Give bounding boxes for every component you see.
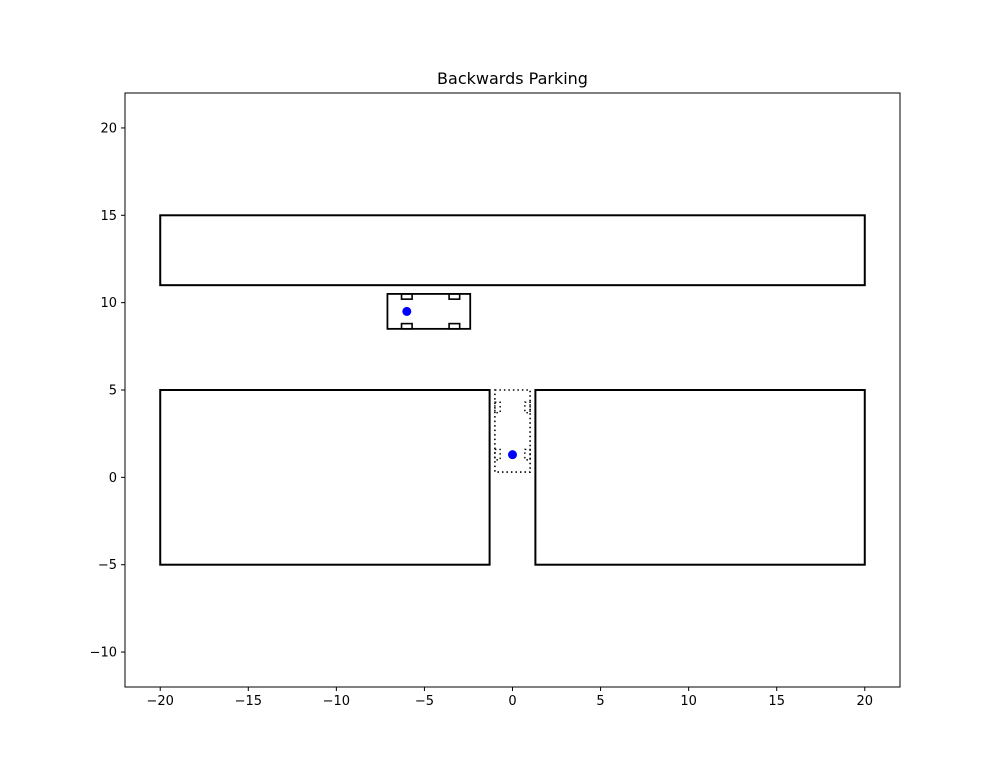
x-axis: −20 −15 −10 −5 0 5 10 15 20 [147, 687, 873, 709]
vehicle-target [494, 389, 531, 473]
obstacle-layer [159, 214, 866, 566]
target-vehicle-body [494, 389, 531, 473]
y-tick-label: 10 [100, 296, 117, 311]
target-vehicle-wheel [524, 401, 531, 414]
target-vehicle-wheel [494, 448, 501, 461]
x-tick-label: −10 [323, 694, 350, 709]
y-tick-label: −5 [98, 558, 117, 573]
x-tick-label: 10 [680, 694, 697, 709]
obstacle-rect [159, 214, 866, 287]
chart-title: Backwards Parking [437, 69, 588, 88]
x-tick-label: 5 [596, 694, 604, 709]
obstacle-rect [159, 389, 491, 566]
vehicle-current [386, 293, 472, 330]
vehicle-body [386, 293, 472, 330]
x-tick-label: −5 [415, 694, 434, 709]
vehicle-wheel [448, 293, 461, 300]
obstacle-rect [534, 389, 866, 566]
y-tick-label: 5 [109, 384, 117, 399]
vehicle-wheel [400, 293, 413, 300]
x-tick-label: 0 [508, 694, 516, 709]
vehicle-wheel [448, 322, 461, 330]
y-tick-label: −10 [90, 646, 117, 661]
vehicle-wheel [400, 322, 413, 330]
x-tick-label: 20 [856, 694, 873, 709]
vehicle-reference-point [402, 306, 412, 316]
y-tick-label: 20 [100, 121, 117, 136]
target-vehicle-wheel [524, 448, 531, 461]
x-tick-label: 15 [768, 694, 785, 709]
y-axis: −10 −5 0 5 10 15 20 [90, 121, 125, 661]
x-tick-label: −15 [235, 694, 262, 709]
target-vehicle-reference-point [508, 450, 517, 460]
x-tick-label: −20 [147, 694, 174, 709]
y-tick-label: 0 [109, 471, 117, 486]
y-tick-label: 15 [100, 209, 117, 224]
target-vehicle-wheel [494, 401, 501, 414]
